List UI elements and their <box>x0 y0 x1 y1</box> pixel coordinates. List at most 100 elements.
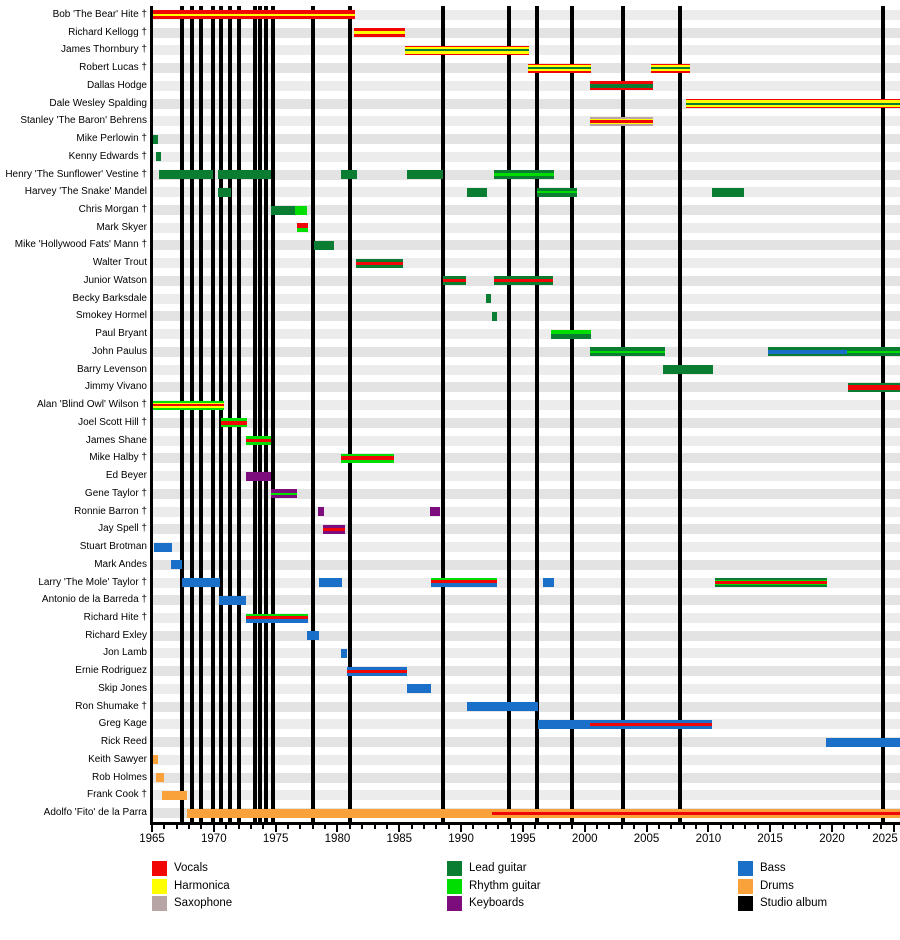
member-bar <box>767 347 847 357</box>
bar-stripe-harmonica <box>686 100 900 103</box>
bar-stripe-rhythm_guitar <box>551 329 591 334</box>
axis-minor-tick <box>546 825 549 829</box>
member-bar <box>846 347 900 357</box>
member-name-label: Kenny Edwards † <box>68 150 147 162</box>
member-bar <box>406 684 432 694</box>
bar-stripe-harmonica <box>527 64 591 68</box>
member-name-label: Mike Perlowin † <box>76 133 147 145</box>
member-name-label: Mark Skyer <box>96 221 147 233</box>
axis-minor-tick <box>670 825 673 829</box>
member-name-label: Rick Reed <box>100 736 147 748</box>
bar-stripe-lead_guitar <box>848 389 900 392</box>
bar-stripe-vocals <box>405 53 530 55</box>
bar-stripe-lead_guitar <box>442 276 467 280</box>
bar-stripe-rhythm_guitar <box>245 442 271 446</box>
bar-stripe-bass <box>181 578 220 588</box>
studio-album-line <box>219 6 224 822</box>
bar-stripe-lead_guitar <box>589 347 666 351</box>
studio-album-line <box>271 6 276 822</box>
bar-stripe-lead_guitar <box>767 347 847 351</box>
member-bar <box>405 45 530 55</box>
bar-stripe-lead_guitar <box>589 352 666 357</box>
member-bar <box>217 187 232 197</box>
bar-stripe-vocals <box>245 615 308 619</box>
axis-year-label: 2025 <box>872 833 898 845</box>
row-band <box>152 648 900 659</box>
member-bar <box>527 63 591 73</box>
studio-album-line <box>440 6 445 822</box>
bar-stripe-drums <box>186 808 492 818</box>
axis-baseline <box>150 822 900 825</box>
axis-year-label: 2010 <box>695 833 722 845</box>
axis-minor-tick <box>868 825 871 829</box>
bar-stripe-rhythm_guitar <box>341 453 395 457</box>
bar-stripe-vocals <box>152 10 355 14</box>
axis-minor-tick <box>484 825 487 829</box>
legend-swatch-drums <box>738 878 753 894</box>
axis-minor-tick <box>447 825 450 829</box>
row-band <box>152 666 900 677</box>
axis-major-tick <box>151 825 153 832</box>
axis-year-label: 1990 <box>448 833 474 845</box>
bar-stripe-vocals <box>714 581 828 584</box>
legend-label-rhythm_guitar: Rhythm guitar <box>469 879 541 892</box>
axis-minor-tick <box>559 825 561 829</box>
member-bar <box>313 240 334 250</box>
member-bar <box>431 578 497 588</box>
member-bar <box>494 170 554 180</box>
member-bar <box>442 276 467 286</box>
bar-stripe-lead_guitar <box>467 187 488 197</box>
bar-stripe-lead_guitar <box>536 193 578 197</box>
bar-stripe-rhythm_guitar <box>152 400 224 403</box>
bar-stripe-harmonica <box>527 69 591 72</box>
member-bar <box>270 489 297 499</box>
member-bar <box>551 329 591 339</box>
member-bar <box>589 81 653 91</box>
row-band <box>152 683 900 694</box>
studio-album-line <box>507 6 512 822</box>
bar-stripe-vocals <box>589 88 653 91</box>
axis-minor-tick <box>200 825 203 829</box>
studio-album-line <box>189 6 194 822</box>
legend-label-vocals: Vocals <box>174 862 208 874</box>
axis-year-label: 1980 <box>324 833 351 845</box>
axis-minor-tick <box>793 825 796 829</box>
bar-stripe-harmonica <box>353 30 406 35</box>
row-band <box>152 400 900 411</box>
axis-major-tick <box>460 825 463 832</box>
bar-stripe-drums <box>492 814 900 818</box>
bar-stripe-vocals <box>221 420 248 425</box>
bar-stripe-harmonica <box>651 69 690 72</box>
bar-stripe-lead_guitar <box>494 282 553 286</box>
axis-minor-tick <box>880 825 883 829</box>
member-bar <box>542 578 554 588</box>
bar-stripe-lead_guitar <box>406 170 443 180</box>
member-name-label: James Shane <box>85 434 147 446</box>
member-name-label: Chris Morgan † <box>78 204 147 215</box>
row-band <box>152 151 900 162</box>
row-band <box>152 346 900 357</box>
row-band <box>152 205 900 215</box>
axis-major-tick <box>212 825 215 832</box>
axis-minor-tick <box>695 825 697 829</box>
bar-stripe-vocals <box>494 279 553 283</box>
row-band <box>152 364 900 375</box>
legend-label-studio_album: Studio album <box>760 897 828 909</box>
member-bar <box>170 560 182 570</box>
axis-minor-tick <box>732 825 735 829</box>
member-name-label: Greg Kage <box>98 718 147 730</box>
bar-stripe-lead_guitar <box>356 258 403 262</box>
axis-minor-tick <box>175 825 178 829</box>
member-name-label: Robert Lucas † <box>79 62 147 74</box>
bar-stripe-bass <box>537 719 590 729</box>
member-bar <box>306 631 319 641</box>
member-bar <box>152 755 158 765</box>
studio-album-line <box>252 6 257 822</box>
member-bar <box>589 116 653 126</box>
member-name-label: Henry 'The Sunflower' Vestine † <box>5 168 147 180</box>
axis-minor-tick <box>237 825 240 829</box>
member-bar <box>245 471 271 481</box>
bar-stripe-lead_guitar <box>651 67 690 70</box>
member-bar <box>848 382 900 392</box>
